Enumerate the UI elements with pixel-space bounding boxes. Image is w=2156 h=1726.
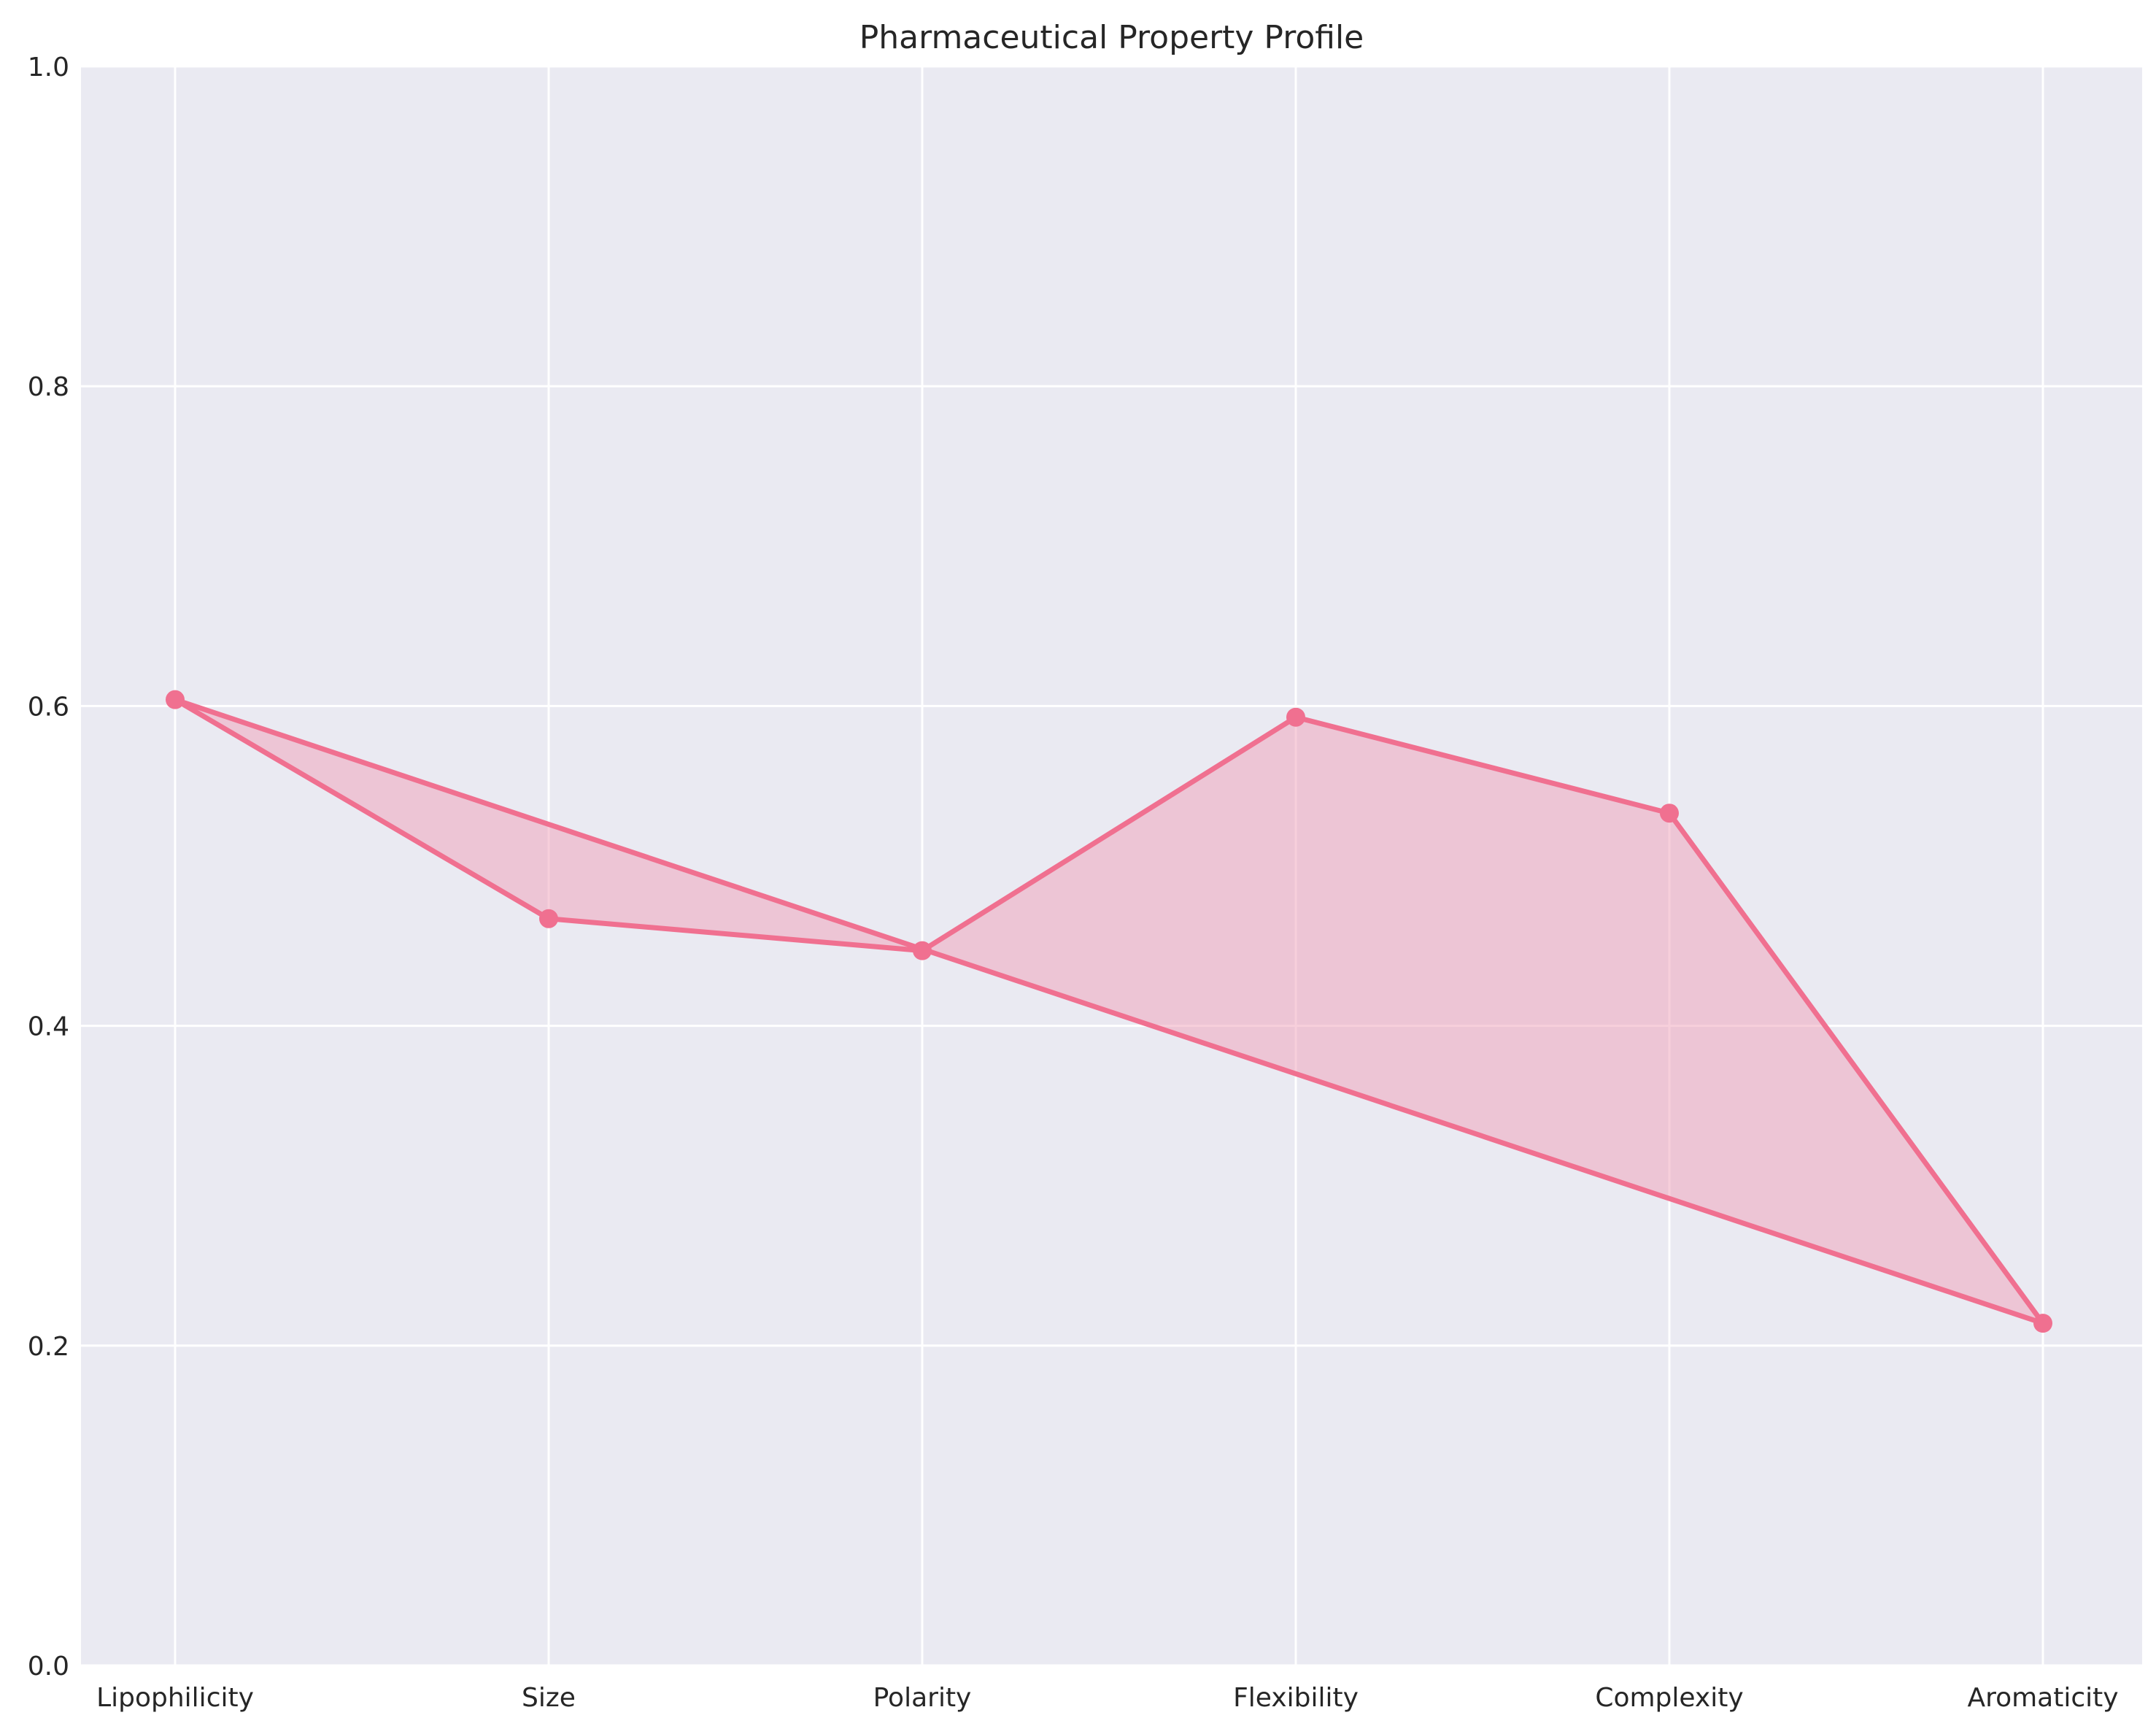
x-tick-label-complexity: Complexity — [1595, 1683, 1743, 1713]
data-point-lipophilicity — [166, 690, 185, 709]
data-point-size — [539, 909, 558, 928]
y-tick-label: 0.0 — [28, 1652, 69, 1681]
series-line-segment — [172, 697, 2046, 1326]
series-points — [166, 690, 2052, 1333]
series-line-segment — [1293, 714, 1672, 816]
series-line-segment — [919, 714, 1299, 954]
series-line-segment — [172, 697, 552, 922]
y-tick-label: 0.8 — [28, 372, 69, 402]
y-tick-label: 0.4 — [28, 1012, 69, 1042]
x-tick-label-flexibility: Flexibility — [1233, 1683, 1359, 1713]
y-tick-label: 1.0 — [28, 53, 69, 82]
data-point-flexibility — [1286, 707, 1305, 727]
x-tick-label-size: Size — [522, 1683, 576, 1713]
y-axis-ticks: 0.0 0.2 0.4 0.6 0.8 1.0 — [28, 53, 69, 1681]
y-tick-label: 0.6 — [28, 692, 69, 722]
chart-title: Pharmaceutical Property Profile — [859, 19, 1364, 56]
y-tick-label: 0.2 — [28, 1332, 69, 1362]
x-tick-label-aromaticity: Aromaticity — [1967, 1683, 2118, 1713]
data-point-polarity — [913, 941, 932, 960]
x-axis-ticks: Lipophilicity Size Polarity Flexibility Comp… — [96, 1683, 2118, 1713]
series-line-layer — [172, 697, 2046, 1326]
x-tick-label-polarity: Polarity — [873, 1683, 972, 1713]
data-point-complexity — [1660, 804, 1679, 823]
data-point-aromaticity — [2033, 1314, 2052, 1333]
series-line-segment — [1666, 810, 2046, 1326]
x-tick-label-lipophilicity: Lipophilicity — [96, 1683, 254, 1713]
series-line-segment — [546, 916, 925, 954]
